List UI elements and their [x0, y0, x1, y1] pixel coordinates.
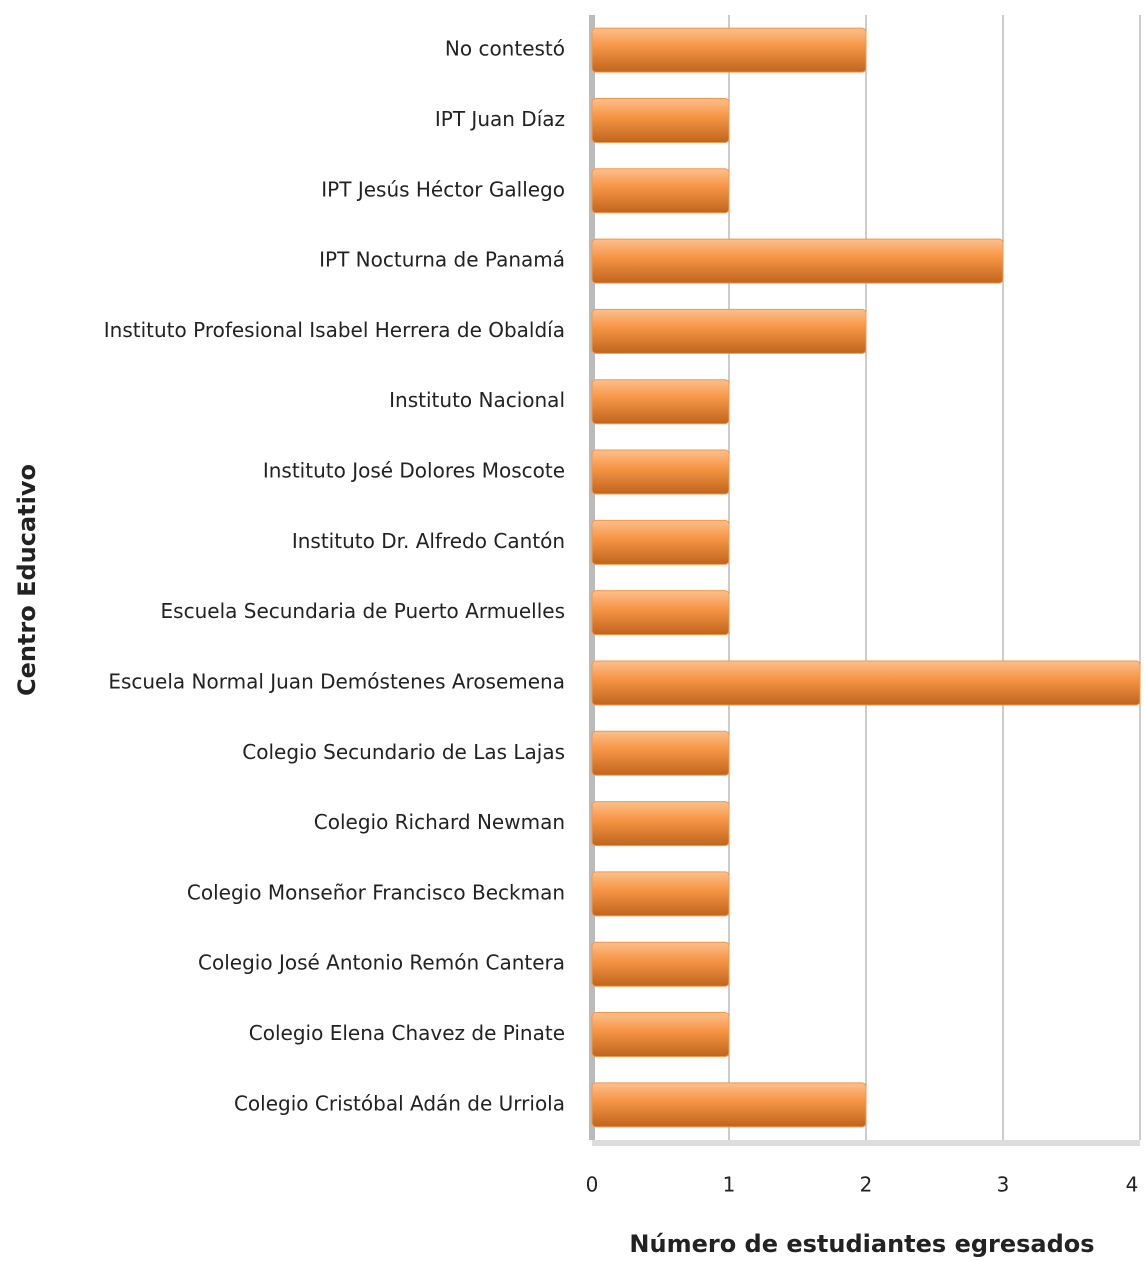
bar [591, 660, 1141, 706]
bar [591, 941, 730, 987]
bar [591, 379, 730, 425]
bar [591, 730, 730, 776]
bar [591, 449, 730, 495]
bar [591, 519, 730, 565]
y-tick-label: Instituto Nacional [389, 388, 565, 412]
y-tick-label: Colegio Richard Newman [314, 810, 565, 834]
bar [591, 97, 730, 143]
bar [591, 1012, 730, 1058]
y-tick-label: Instituto José Dolores Moscote [263, 459, 565, 483]
x-tick-label: 4 [1126, 1173, 1139, 1197]
y-tick-label: Instituto Profesional Isabel Herrera de … [104, 318, 565, 342]
x-tick-label: 1 [723, 1173, 736, 1197]
y-tick-label: Colegio Cristóbal Adán de Urriola [234, 1091, 565, 1115]
y-tick-label: IPT Nocturna de Panamá [319, 248, 565, 272]
y-tick-label: Colegio Elena Chavez de Pinate [249, 1021, 565, 1045]
bar [591, 238, 1004, 284]
bar [591, 27, 867, 73]
plot-floor [592, 1140, 1140, 1146]
x-tick-label: 2 [860, 1173, 873, 1197]
y-tick-label: Colegio Secundario de Las Lajas [242, 740, 565, 764]
bar [591, 1082, 867, 1128]
y-tick-label: IPT Juan Díaz [435, 107, 565, 131]
y-tick-label: No contestó [445, 37, 565, 61]
y-axis-title: Centro Educativo [13, 464, 41, 696]
x-tick-label: 0 [586, 1173, 599, 1197]
y-tick-label: Instituto Dr. Alfredo Cantón [292, 529, 565, 553]
bar [591, 590, 730, 636]
y-tick-label: Escuela Secundaria de Puerto Armuelles [161, 599, 565, 623]
x-axis-title: Número de estudiantes egresados [629, 1230, 1094, 1258]
bar [591, 168, 730, 214]
bar [591, 871, 730, 917]
y-tick-label: Escuela Normal Juan Demóstenes Arosemena [108, 669, 565, 693]
y-tick-label: Colegio Monseñor Francisco Beckman [187, 880, 565, 904]
x-tick-label: 3 [997, 1173, 1010, 1197]
y-tick-label: IPT Jesús Héctor Gallego [321, 177, 565, 201]
bar [591, 308, 867, 354]
y-tick-label: Colegio José Antonio Remón Cantera [198, 951, 565, 975]
bar [591, 801, 730, 847]
